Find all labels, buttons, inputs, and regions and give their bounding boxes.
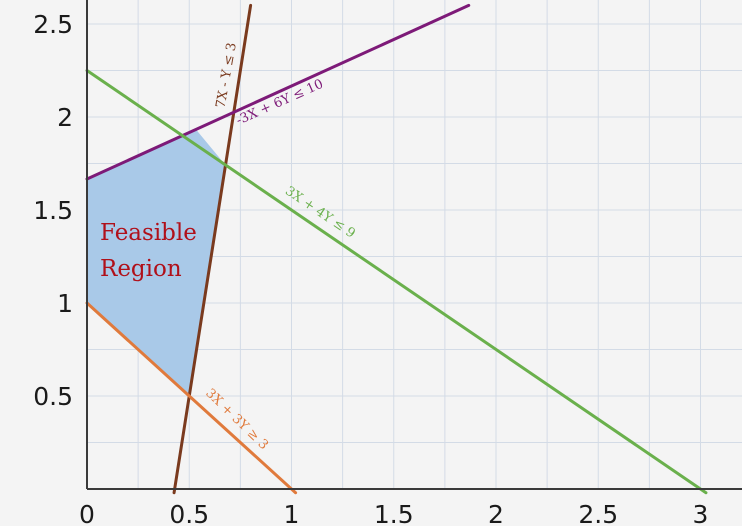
x-tick-label: 0 (79, 500, 95, 526)
feasible-region (87, 129, 226, 396)
y-tick-label: 1 (57, 289, 73, 318)
feasible-region-layer (87, 129, 226, 396)
region-label: Feasible Region (100, 220, 197, 282)
y-tick-label: 1.5 (33, 196, 73, 225)
constraint-lines (85, 3, 708, 495)
constraint-line (85, 3, 471, 181)
x-tick-label: 2 (488, 500, 504, 526)
y-tick-label: 0.5 (33, 382, 73, 411)
y-tick-label: 2 (57, 103, 73, 132)
x-tick-label: 1.5 (374, 500, 414, 526)
x-tick-label: 0.5 (169, 500, 209, 526)
feasible-region-label-line: Feasible (100, 220, 197, 246)
constraint-line (172, 3, 253, 495)
constraint-label: -3X + 6Y ≤ 10 (234, 77, 326, 129)
constraint-line (85, 301, 298, 495)
feasible-region-label-line: Region (100, 256, 182, 282)
y-tick-label: 2.5 (33, 10, 73, 39)
constraint-line (85, 69, 708, 495)
axes (86, 0, 742, 490)
x-tick-label: 1 (284, 500, 300, 526)
tick-labels: 0 0.5 1 1.5 2 2.5 3 0.5 1 1.5 2 2.5 (33, 10, 708, 526)
x-tick-label: 3 (693, 500, 709, 526)
x-tick-label: 2.5 (578, 500, 618, 526)
